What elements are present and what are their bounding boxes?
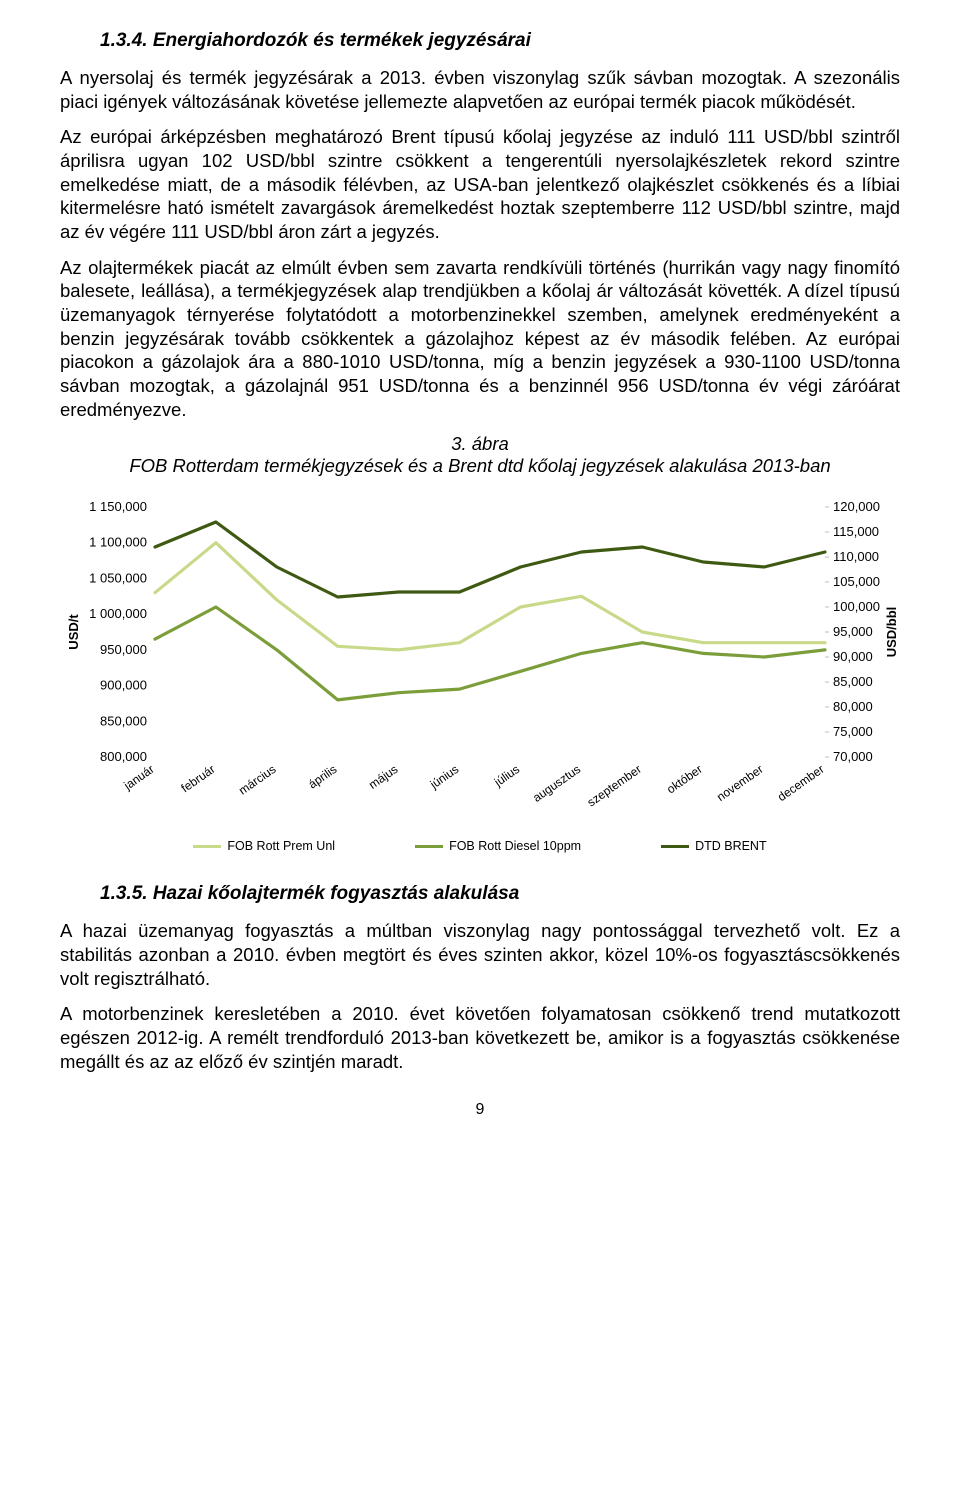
legend-item: FOB Rott Prem Unl xyxy=(193,839,335,853)
svg-text:105,000: 105,000 xyxy=(833,574,880,589)
price-chart: 120,000 115,000 110,000 105,000 100,000 95,00… xyxy=(60,497,900,853)
section-2-para-2: A motorbenzinek keresletében a 2010. éve… xyxy=(60,1002,900,1073)
legend-swatch xyxy=(193,845,221,848)
svg-text:800,000: 800,000 xyxy=(100,749,147,764)
svg-text:április: április xyxy=(306,762,340,791)
section-1-heading: 1.3.4. Energiahordozók és termékek jegyz… xyxy=(100,30,900,52)
svg-text:1 050,000: 1 050,000 xyxy=(89,571,147,586)
section-1-para-3: Az olajtermékek piacát az elmúlt évben s… xyxy=(60,256,900,422)
section-1-para-1: A nyersolaj és termék jegyzésárak a 2013… xyxy=(60,66,900,113)
legend-label: FOB Rott Diesel 10ppm xyxy=(449,839,581,853)
svg-text:1 100,000: 1 100,000 xyxy=(89,535,147,550)
svg-text:december: december xyxy=(775,762,827,804)
page-number: 9 xyxy=(60,1101,900,1119)
svg-text:95,000: 95,000 xyxy=(833,624,873,639)
svg-text:november: november xyxy=(714,762,766,804)
legend-item: DTD BRENT xyxy=(661,839,767,853)
section-2-heading: 1.3.5. Hazai kőolajtermék fogyasztás ala… xyxy=(100,883,900,905)
svg-text:január: január xyxy=(121,762,157,793)
section-1-para-2: Az európai árképzésben meghatározó Brent… xyxy=(60,125,900,243)
svg-text:115,000: 115,000 xyxy=(833,524,879,539)
svg-text:június: június xyxy=(427,762,462,792)
svg-text:USD/bbl: USD/bbl xyxy=(884,607,899,658)
svg-text:október: október xyxy=(664,762,705,796)
svg-text:120,000: 120,000 xyxy=(833,499,880,514)
svg-text:950,000: 950,000 xyxy=(100,642,147,657)
svg-text:március: március xyxy=(236,762,278,798)
svg-text:900,000: 900,000 xyxy=(100,678,147,693)
legend-label: DTD BRENT xyxy=(695,839,767,853)
legend-swatch xyxy=(415,845,443,848)
svg-text:70,000: 70,000 xyxy=(833,749,873,764)
svg-text:80,000: 80,000 xyxy=(833,699,873,714)
figure-number: 3. ábra xyxy=(451,433,509,454)
chart-legend: FOB Rott Prem Unl FOB Rott Diesel 10ppm DT… xyxy=(60,839,900,853)
legend-swatch xyxy=(661,845,689,848)
svg-text:85,000: 85,000 xyxy=(833,674,873,689)
legend-item: FOB Rott Diesel 10ppm xyxy=(415,839,581,853)
svg-text:augusztus: augusztus xyxy=(530,762,583,805)
svg-text:110,000: 110,000 xyxy=(833,549,879,564)
svg-text:90,000: 90,000 xyxy=(833,649,873,664)
svg-text:szeptember: szeptember xyxy=(585,762,644,809)
svg-text:május: május xyxy=(366,762,400,792)
svg-text:100,000: 100,000 xyxy=(833,599,880,614)
svg-text:február: február xyxy=(178,762,217,795)
figure-caption: 3. ábra FOB Rotterdam termékjegyzések és… xyxy=(60,433,900,477)
svg-text:USD/t: USD/t xyxy=(66,614,81,650)
section-2-para-1: A hazai üzemanyag fogyasztás a múltban v… xyxy=(60,919,900,990)
svg-text:75,000: 75,000 xyxy=(833,724,873,739)
svg-text:850,000: 850,000 xyxy=(100,714,147,729)
svg-text:július: július xyxy=(491,762,522,790)
svg-text:1 150,000: 1 150,000 xyxy=(89,499,147,514)
legend-label: FOB Rott Prem Unl xyxy=(227,839,335,853)
figure-title: FOB Rotterdam termékjegyzések és a Brent… xyxy=(129,455,830,476)
chart-svg: 120,000 115,000 110,000 105,000 100,000 95,00… xyxy=(60,497,900,827)
svg-text:1 000,000: 1 000,000 xyxy=(89,607,147,622)
